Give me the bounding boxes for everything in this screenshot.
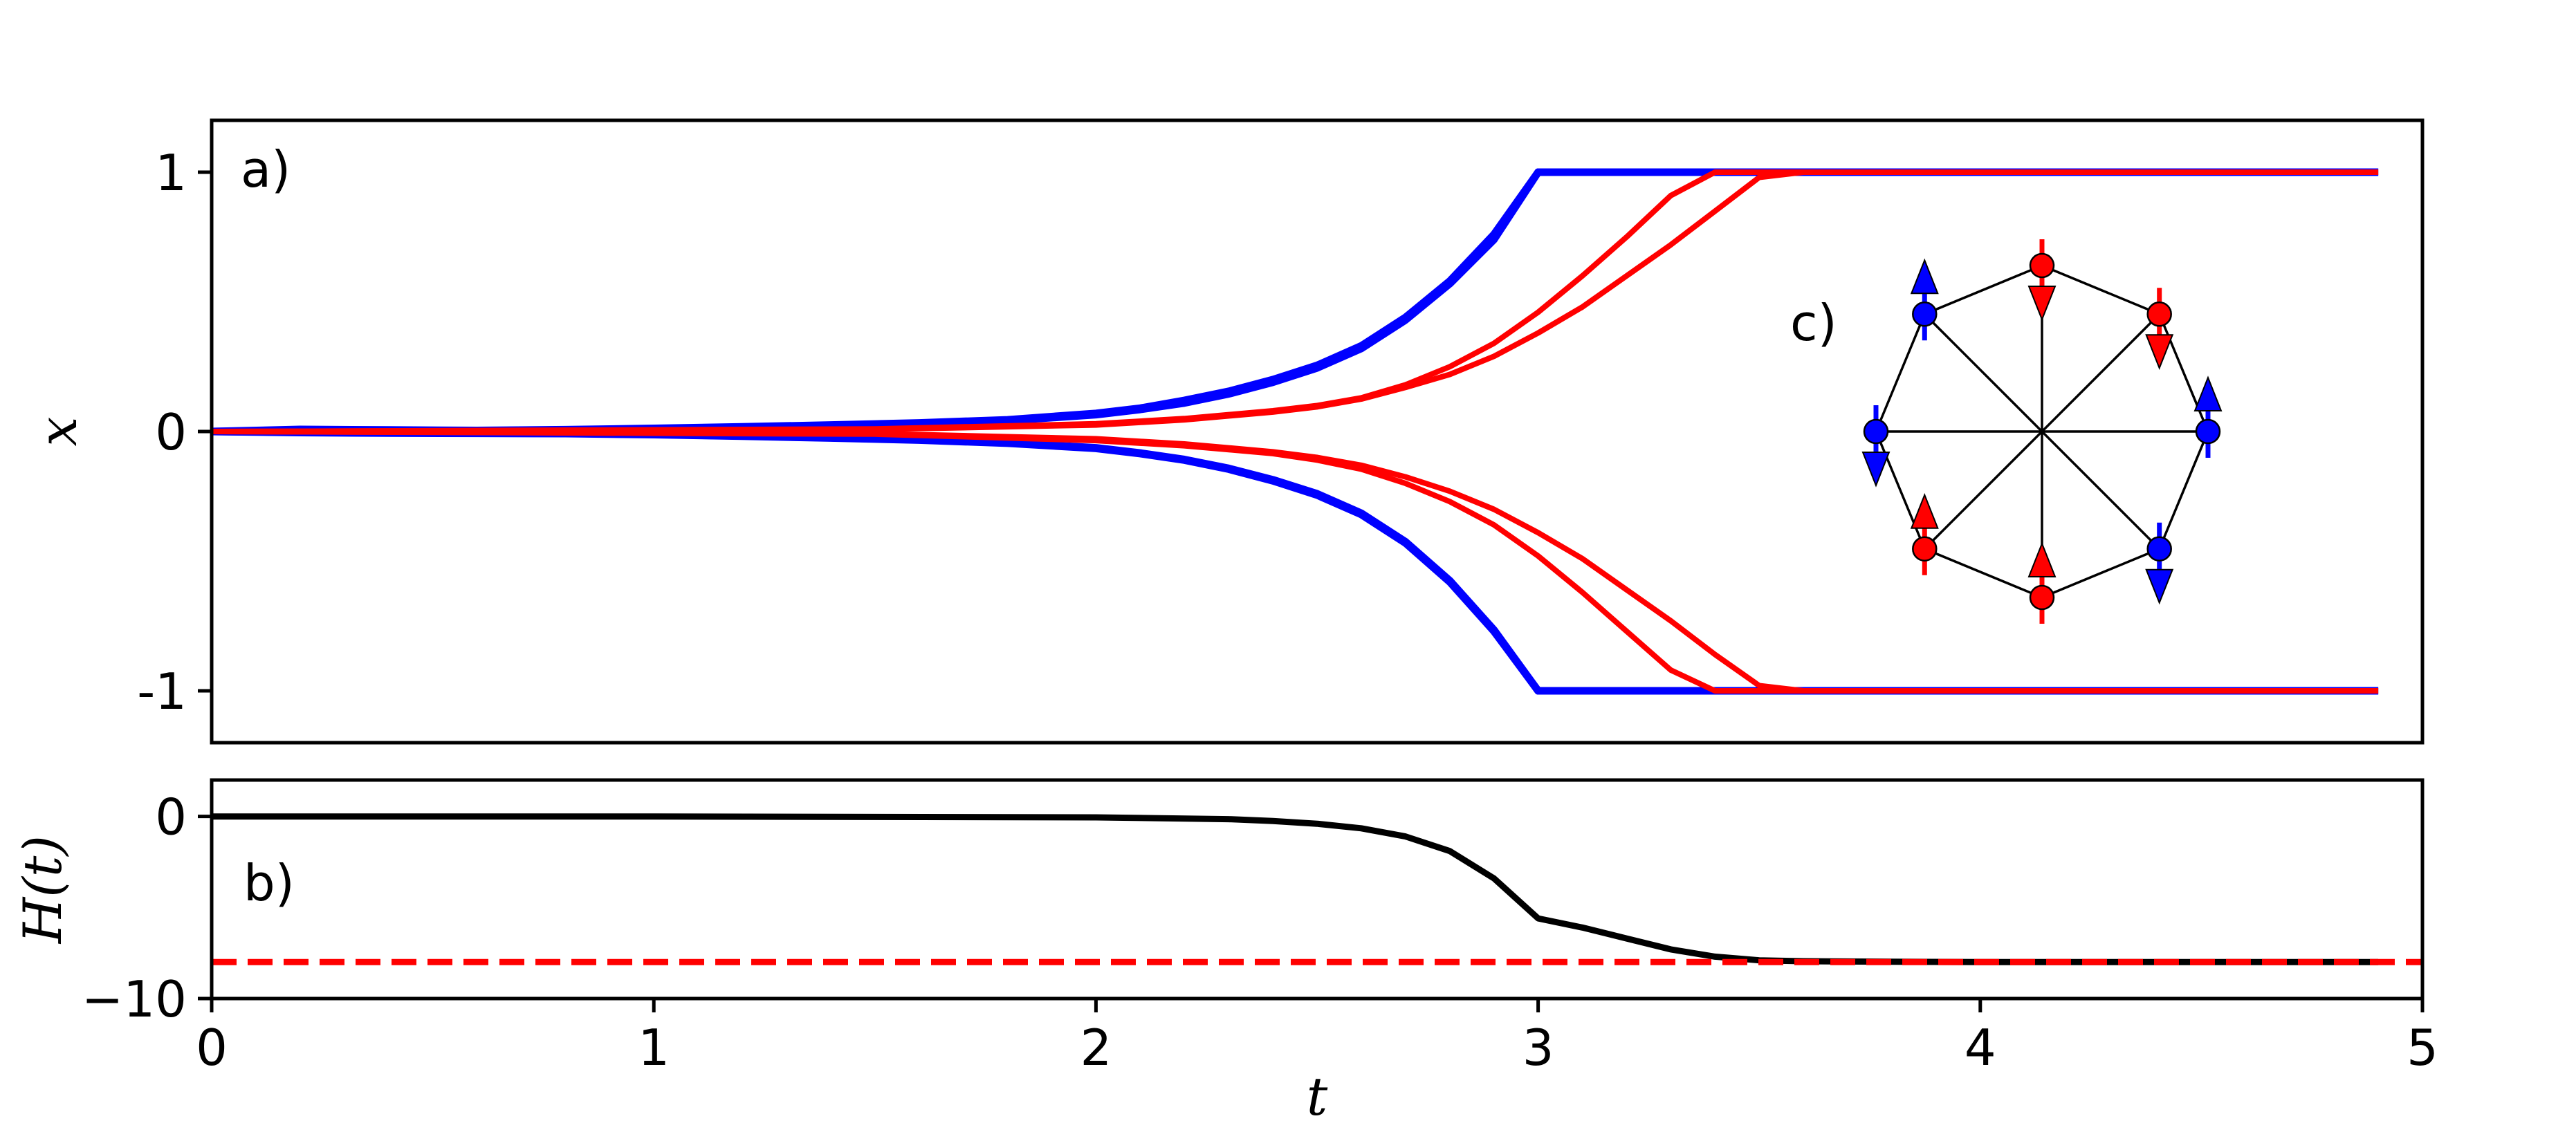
inset-spin-arrow-6 bbox=[1910, 492, 1939, 529]
inset-graph bbox=[1861, 239, 2223, 624]
panel-b-xtick-label-5: 5 bbox=[2407, 1019, 2438, 1077]
panel-a-series-group bbox=[211, 168, 2379, 695]
inset-spin-4 bbox=[2145, 522, 2174, 605]
inset-spin-1 bbox=[2027, 239, 2057, 322]
inset-ring-edge-4 bbox=[2041, 548, 2160, 599]
inset-spin-arrow-5 bbox=[2027, 541, 2057, 577]
inset-spin-node-6 bbox=[1912, 536, 1938, 562]
inset-spin-node-7 bbox=[1863, 418, 1889, 445]
panel-a-ytick-label-2: -1 bbox=[137, 662, 187, 721]
inset-spin-3 bbox=[2193, 375, 2223, 458]
panel-b-xtick-label-0: 0 bbox=[196, 1019, 228, 1077]
inset-spin-arrow-7 bbox=[1861, 452, 1890, 488]
panel-a-trajectories: 1 0 -1 a) x bbox=[27, 118, 2425, 745]
inset-spin-arrow-4 bbox=[2145, 568, 2174, 605]
inset-spin-6 bbox=[1910, 492, 1939, 575]
inset-ring-edge-1 bbox=[2041, 264, 2160, 315]
panel-b-ytick-label-1: −10 bbox=[82, 970, 187, 1028]
inset-label: c) bbox=[1790, 294, 1837, 352]
inset-spin-arrow-1 bbox=[2027, 286, 2057, 322]
panel-b-xtick-label-4: 4 bbox=[1965, 1019, 1996, 1077]
panel-b-xtick-label-3: 3 bbox=[1522, 1019, 1554, 1077]
inset-spin-0 bbox=[1910, 258, 1939, 341]
inset-spin-arrow-0 bbox=[1910, 258, 1939, 295]
panel-b-xtick-label-2: 2 bbox=[1080, 1019, 1112, 1077]
panel-b-frame bbox=[210, 778, 2425, 1001]
inset-ring-edge-7 bbox=[1875, 313, 1926, 432]
inset-spin-node-2 bbox=[2146, 302, 2172, 327]
panel-b-ylabel: H(t) bbox=[12, 835, 73, 945]
inset-spin-node-0 bbox=[1912, 302, 1938, 327]
inset-ring-edge-0 bbox=[1924, 264, 2043, 315]
inset-spin-2 bbox=[2145, 288, 2174, 371]
panel-b-xlabel: t bbox=[1307, 1066, 1328, 1127]
inset-ring-edge-3 bbox=[2158, 431, 2209, 550]
inset-ring-edge-5 bbox=[1924, 548, 2043, 599]
inset-spin-5 bbox=[2027, 541, 2057, 624]
panel-a-ytick-label-0: 1 bbox=[155, 144, 187, 202]
inset-ring-edge-6 bbox=[1875, 431, 1926, 550]
inset-spin-node-5 bbox=[2029, 584, 2055, 611]
panel-a-ylabel: x bbox=[27, 417, 89, 447]
inset-spin-ring: c) bbox=[1790, 239, 2223, 624]
panel-b-yticks: 0 −10 bbox=[82, 788, 212, 1028]
inset-spin-arrow-3 bbox=[2193, 375, 2223, 411]
panel-b-xticks: 0 1 2 3 4 5 bbox=[196, 999, 2438, 1077]
panel-a-ytick-label-1: 0 bbox=[155, 403, 187, 461]
inset-spin-node-4 bbox=[2146, 536, 2172, 562]
inset-ring-edge-2 bbox=[2158, 313, 2209, 432]
inset-spin-node-3 bbox=[2195, 418, 2221, 445]
panel-b-xtick-label-1: 1 bbox=[638, 1019, 670, 1077]
inset-spin-node-1 bbox=[2029, 252, 2055, 279]
panel-b-ytick-label-0: 0 bbox=[155, 788, 187, 846]
panel-a-label: a) bbox=[241, 140, 291, 198]
panel-a-yticks: 1 0 -1 bbox=[137, 144, 212, 721]
inset-spin-arrow-2 bbox=[2145, 334, 2174, 371]
panel-b-energy-line bbox=[212, 813, 2379, 965]
panel-a-series-line-5 bbox=[211, 169, 2379, 434]
panel-b-series-group bbox=[212, 813, 2422, 965]
inset-spin-7 bbox=[1861, 405, 1890, 488]
panel-a-series-line-7 bbox=[211, 429, 2379, 694]
panel-b-label: b) bbox=[243, 854, 295, 912]
